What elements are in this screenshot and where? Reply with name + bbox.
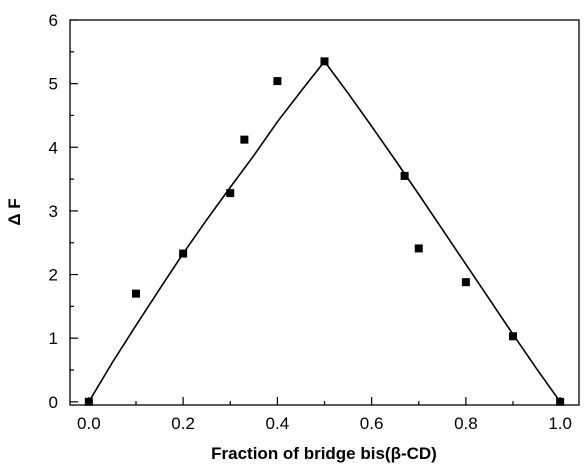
data-point — [240, 135, 249, 144]
data-point — [320, 57, 329, 66]
y-axis-ticks: 0 1 2 3 4 5 6 — [49, 11, 78, 412]
data-point — [273, 77, 282, 86]
x-axis-ticks: 0.0 0.2 0.4 0.6 0.8 1.0 — [77, 397, 572, 433]
y-axis-title: Δ F — [5, 198, 24, 225]
data-point — [179, 249, 188, 258]
data-point — [84, 397, 93, 406]
fit-curve-line — [88, 60, 561, 403]
data-point — [400, 171, 409, 180]
data-point — [509, 332, 518, 341]
x-tick-label: 1.0 — [548, 414, 572, 433]
data-points — [84, 57, 565, 406]
data-point — [461, 278, 470, 287]
data-point — [556, 397, 565, 406]
data-point — [414, 244, 423, 253]
y-tick-label: 4 — [49, 138, 58, 157]
x-tick-label: 0.6 — [360, 414, 384, 433]
y-tick-label: 2 — [49, 266, 58, 285]
y-tick-label: 5 — [49, 75, 58, 94]
x-tick-label: 0.8 — [454, 414, 478, 433]
x-tick-label: 0.0 — [77, 414, 101, 433]
y-tick-label: 1 — [49, 329, 58, 348]
x-tick-label: 0.2 — [171, 414, 195, 433]
data-point — [131, 289, 140, 298]
y-tick-label: 3 — [49, 202, 58, 221]
y-tick-label: 6 — [49, 11, 58, 30]
x-tick-label: 0.4 — [266, 414, 290, 433]
plot-frame — [69, 19, 580, 406]
y-tick-label: 0 — [49, 393, 58, 412]
data-point — [226, 189, 235, 198]
x-axis-title: Fraction of bridge bis(β-CD) — [211, 444, 437, 463]
